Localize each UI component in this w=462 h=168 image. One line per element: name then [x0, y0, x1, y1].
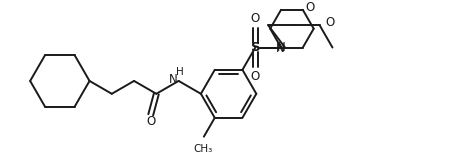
Text: O: O: [305, 1, 314, 14]
Text: H: H: [176, 67, 183, 77]
Text: O: O: [325, 16, 334, 29]
Text: N: N: [169, 73, 178, 87]
Text: S: S: [250, 41, 260, 54]
Text: N: N: [276, 42, 285, 55]
Text: CH₃: CH₃: [193, 144, 213, 154]
Text: O: O: [251, 12, 260, 25]
Text: N: N: [277, 41, 286, 54]
Text: O: O: [251, 70, 260, 83]
Text: O: O: [146, 115, 155, 128]
